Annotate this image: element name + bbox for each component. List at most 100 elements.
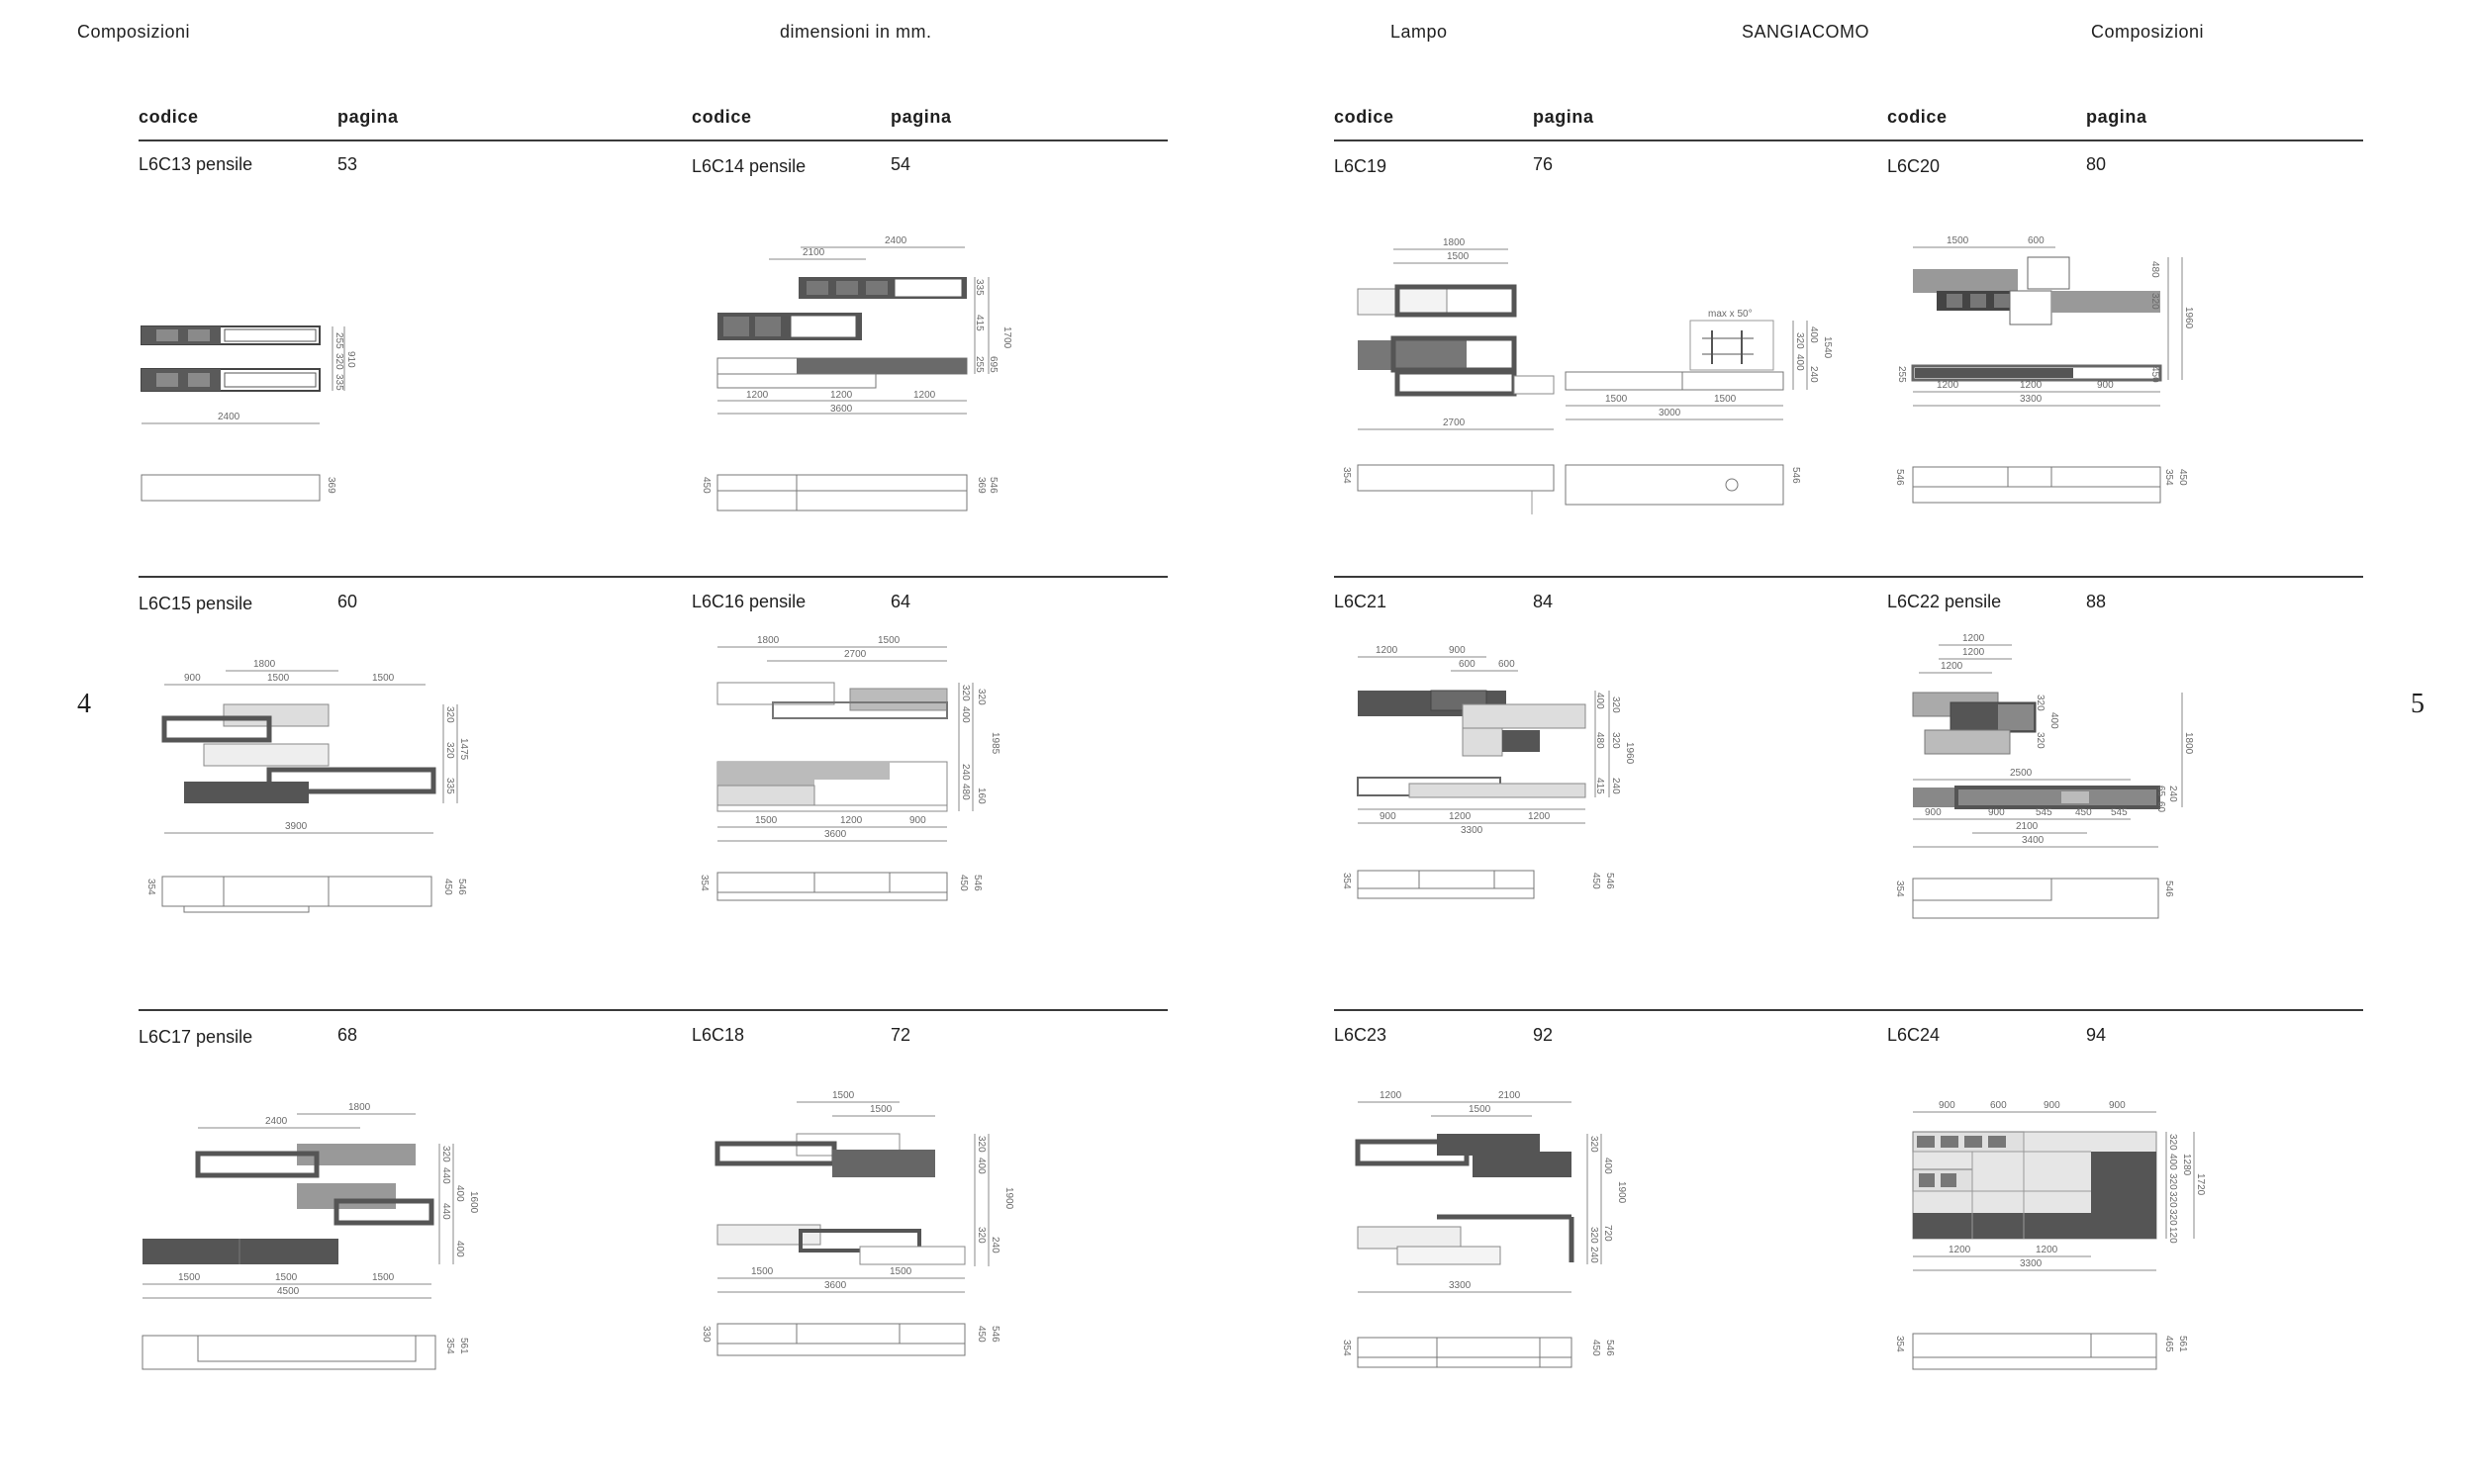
dimension-label: 3300 — [1449, 1280, 1472, 1291]
dimension-label: 320 — [1610, 732, 1621, 749]
composition-page: 60 — [337, 592, 358, 611]
composition-drawing: 1500 600 480 320 1960 450 255 1200 1200 … — [1887, 218, 2224, 514]
composition-drawing: 1800 2400 320 440 400 440 1600 400 1500 … — [139, 1088, 479, 1385]
dimension-label: 400 — [1602, 1158, 1613, 1174]
dimension-label: 720 — [1602, 1225, 1613, 1242]
dimension-label: 1200 — [1962, 647, 1985, 658]
dimension-label: 546 — [2163, 881, 2174, 897]
composition-page: 88 — [2086, 592, 2107, 611]
column-header-code: codice — [692, 107, 752, 127]
dimension-label: 1800 — [757, 635, 780, 646]
dimension-label: 3300 — [2020, 394, 2043, 405]
column-header-page: pagina — [337, 107, 399, 127]
dimension-label: 160 — [976, 788, 987, 804]
dimension-label: 900 — [1925, 807, 1942, 818]
dimension-label: 600 — [1990, 1100, 2007, 1111]
dimension-label: 240 — [960, 764, 971, 781]
dimension-label: 2400 — [265, 1116, 288, 1127]
dimension-label: 450 — [1590, 873, 1601, 889]
brand-name: SANGIACOMO — [1742, 22, 1870, 42]
dimension-label: 255 — [974, 356, 985, 373]
dimension-label: 400 — [454, 1185, 465, 1202]
dimension-label: 320 — [333, 353, 344, 370]
dimension-label: 1500 — [1714, 394, 1737, 405]
row-divider-right — [1334, 576, 2363, 578]
dimension-label: 900 — [1449, 645, 1466, 656]
dimension-label: 1900 — [1003, 1187, 1014, 1210]
dimension-label: 400 — [454, 1241, 465, 1257]
composition-code: L6C19 — [1334, 156, 1387, 176]
dimension-label: 240 — [1808, 366, 1819, 383]
dimension-label: 240 — [1588, 1247, 1599, 1263]
composition-drawing: 255 320 335 910 2400 369 — [139, 218, 475, 514]
column-header-page: pagina — [1533, 107, 1594, 127]
column-header-code: codice — [1334, 107, 1394, 127]
dimension-label: 400 — [2167, 1154, 2178, 1170]
dimension-label: 320 — [1610, 696, 1621, 713]
dimension-label: 450 — [2075, 807, 2092, 818]
dimension-label: 1960 — [1624, 742, 1635, 765]
dimension-label: 120 — [2167, 1227, 2178, 1244]
row-divider-left — [139, 1009, 1168, 1011]
dimension-label: 1800 — [348, 1102, 371, 1113]
composition-page: 92 — [1533, 1025, 1554, 1045]
dimension-label: 1500 — [890, 1266, 912, 1277]
collection-name: Lampo — [1390, 22, 1448, 42]
composition-drawing: 1200 2100 1500 320 400 1900 320 240 720 … — [1334, 1078, 1670, 1375]
composition-drawing: 1200 1200 1200 320 400 320 1800 2500 240… — [1887, 623, 2224, 920]
row-divider-left — [139, 576, 1168, 578]
dimension-label: 1960 — [2183, 307, 2194, 329]
dimension-label: 354 — [1341, 873, 1352, 889]
dimension-label: 335 — [974, 279, 985, 296]
dimension-label: 600 — [1498, 659, 1515, 670]
dimension-label: 1500 — [1447, 251, 1470, 262]
dimension-label: 4500 — [277, 1286, 300, 1297]
dimension-label: 320 — [1588, 1227, 1599, 1244]
dimension-label: 3600 — [824, 1280, 847, 1291]
dimension-label: 480 — [960, 784, 971, 800]
composition-page: 72 — [891, 1025, 911, 1045]
composition-code: L6C17 pensile — [139, 1027, 253, 1047]
dimension-label: 320 — [2035, 732, 2046, 749]
dimension-label: 2500 — [2010, 768, 2033, 779]
composition-drawing: max x 50° 320 400 400 240 1540 1500 1500… — [1564, 297, 1841, 534]
dimension-label: 900 — [1380, 811, 1396, 822]
dimension-label: 900 — [1939, 1100, 1955, 1111]
dimension-label: 1200 — [1380, 1090, 1402, 1101]
dimension-label: 1500 — [372, 673, 395, 684]
dimension-label: 1200 — [1941, 661, 1963, 672]
dimension-label: 545 — [2036, 807, 2052, 818]
dimension-label: 1500 — [832, 1090, 855, 1101]
composition-drawing: 1800 1500 2700 320 400 320 240 480 1985 … — [692, 623, 1028, 920]
dimension-label: 65 — [2155, 786, 2166, 797]
dimensions-note: dimensioni in mm. — [780, 22, 932, 42]
dimension-label: 320 — [1794, 332, 1805, 349]
composition-code: L6C18 — [692, 1025, 745, 1045]
dimension-label: 3400 — [2022, 835, 2045, 846]
dimension-label: 546 — [1604, 1340, 1615, 1356]
dimension-label: 1500 — [267, 673, 290, 684]
dimension-label: 369 — [976, 477, 987, 494]
dimension-label: 450 — [2177, 469, 2188, 486]
composition-code: L6C15 pensile — [139, 594, 253, 613]
composition-code: L6C21 — [1334, 592, 1387, 611]
dimension-label: 3600 — [830, 404, 853, 415]
dimension-label: 2100 — [803, 247, 825, 258]
dimension-label: 2100 — [1498, 1090, 1521, 1101]
dimension-label: 354 — [699, 875, 710, 891]
composition-drawing: 900 600 900 900 320 400 320 320 320 120 … — [1887, 1088, 2224, 1385]
column-header-page: pagina — [2086, 107, 2147, 127]
dimension-label: 545 — [2111, 807, 2128, 818]
dimension-label: 546 — [972, 875, 983, 891]
dimension-label: 450 — [2149, 366, 2160, 383]
dimension-label: 330 — [701, 1326, 712, 1343]
dimension-label: 2700 — [844, 649, 867, 660]
dimension-label: 320 — [2149, 293, 2160, 310]
dimension-label: 1500 — [878, 635, 901, 646]
dimension-label: 2100 — [2016, 821, 2039, 832]
dimension-label: 1500 — [178, 1272, 201, 1283]
dimension-label: 1200 — [830, 390, 853, 401]
dimension-label: 320 — [440, 1146, 451, 1162]
dimension-label: 1540 — [1822, 336, 1833, 359]
dimension-label: 1900 — [1616, 1181, 1627, 1204]
